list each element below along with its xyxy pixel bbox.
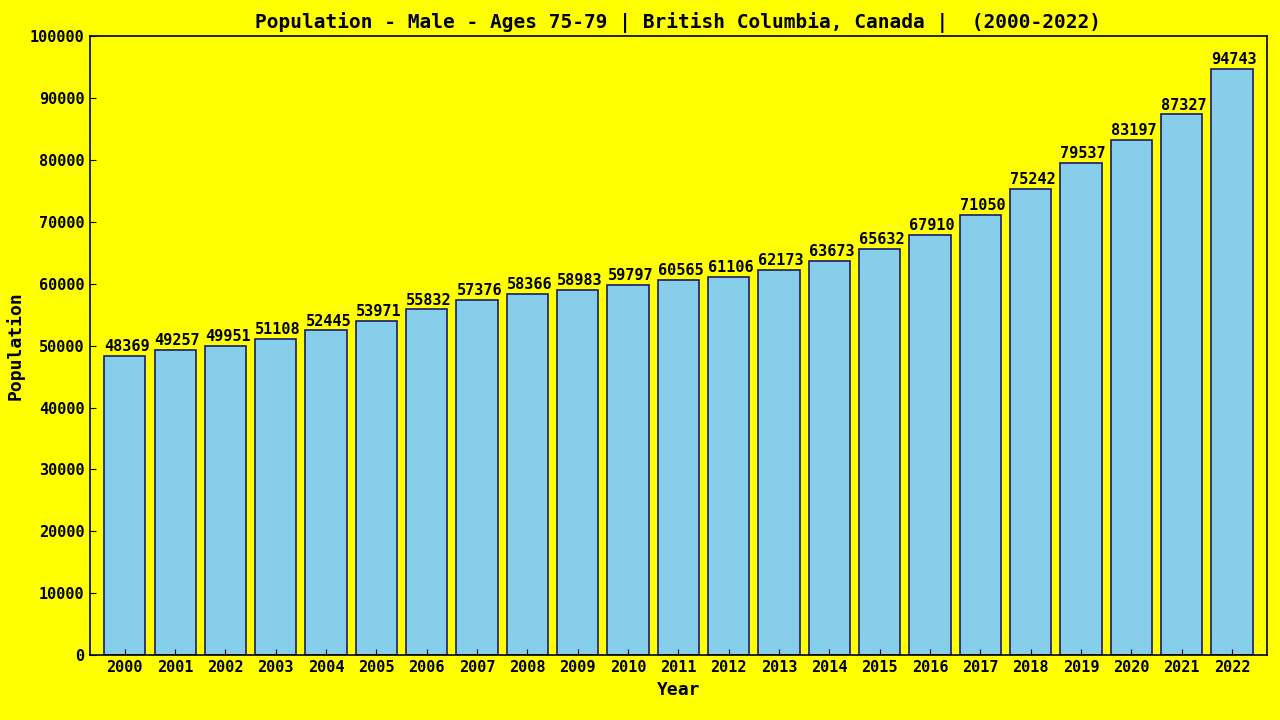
Bar bbox=[809, 261, 850, 655]
Bar bbox=[406, 310, 448, 655]
Bar bbox=[1010, 189, 1051, 655]
Y-axis label: Population: Population bbox=[5, 291, 24, 400]
Text: 83197: 83197 bbox=[1111, 123, 1156, 138]
Text: 65632: 65632 bbox=[859, 232, 905, 247]
Bar bbox=[1211, 68, 1253, 655]
Bar bbox=[306, 330, 347, 655]
Title: Population - Male - Ages 75-79 | British Columbia, Canada |  (2000-2022): Population - Male - Ages 75-79 | British… bbox=[256, 12, 1101, 32]
Bar bbox=[205, 346, 246, 655]
Text: 60565: 60565 bbox=[658, 264, 704, 279]
Text: 94743: 94743 bbox=[1211, 52, 1257, 67]
Text: 49951: 49951 bbox=[205, 329, 251, 344]
Text: 48369: 48369 bbox=[104, 339, 150, 354]
Text: 87327: 87327 bbox=[1161, 98, 1207, 112]
Bar bbox=[155, 350, 196, 655]
Text: 58366: 58366 bbox=[507, 277, 553, 292]
Bar bbox=[255, 338, 297, 655]
Text: 53971: 53971 bbox=[356, 304, 402, 319]
Bar bbox=[104, 356, 146, 655]
Bar bbox=[1111, 140, 1152, 655]
Bar bbox=[1161, 114, 1202, 655]
Text: 59797: 59797 bbox=[608, 268, 653, 283]
Text: 75242: 75242 bbox=[1010, 173, 1056, 187]
Text: 67910: 67910 bbox=[909, 218, 955, 233]
Bar bbox=[1060, 163, 1102, 655]
Text: 61106: 61106 bbox=[708, 260, 754, 275]
Bar bbox=[457, 300, 498, 655]
Text: 55832: 55832 bbox=[406, 292, 452, 307]
X-axis label: Year: Year bbox=[657, 680, 700, 698]
Text: 52445: 52445 bbox=[306, 314, 351, 328]
Bar bbox=[608, 285, 649, 655]
Bar bbox=[356, 321, 397, 655]
Bar bbox=[708, 276, 749, 655]
Bar bbox=[557, 290, 598, 655]
Text: 49257: 49257 bbox=[155, 333, 200, 348]
Bar bbox=[960, 215, 1001, 655]
Text: 51108: 51108 bbox=[255, 322, 301, 337]
Text: 57376: 57376 bbox=[457, 283, 502, 298]
Text: 58983: 58983 bbox=[557, 273, 603, 288]
Bar bbox=[507, 294, 548, 655]
Bar bbox=[909, 235, 951, 655]
Text: 63673: 63673 bbox=[809, 244, 854, 259]
Text: 79537: 79537 bbox=[1060, 146, 1106, 161]
Bar bbox=[658, 280, 699, 655]
Bar bbox=[759, 270, 800, 655]
Text: 71050: 71050 bbox=[960, 199, 1005, 213]
Text: 62173: 62173 bbox=[759, 253, 804, 269]
Bar bbox=[859, 249, 900, 655]
